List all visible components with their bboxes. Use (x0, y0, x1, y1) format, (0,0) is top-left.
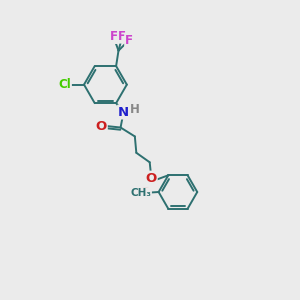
Text: F: F (125, 34, 133, 46)
Text: H: H (130, 103, 140, 116)
Text: Cl: Cl (58, 78, 71, 91)
Text: N: N (118, 106, 129, 118)
Text: F: F (110, 30, 117, 43)
Text: CH₃: CH₃ (130, 188, 151, 198)
Text: O: O (146, 172, 157, 184)
Text: O: O (96, 119, 107, 133)
Text: O: O (140, 186, 151, 199)
Text: F: F (118, 30, 126, 43)
